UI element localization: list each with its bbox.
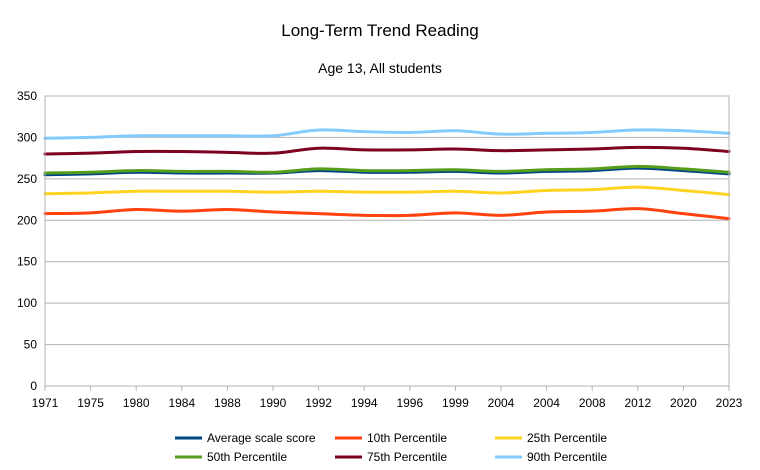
legend-label: 50th Percentile bbox=[207, 450, 287, 464]
x-tick-label: 2004 bbox=[488, 396, 515, 410]
legend-label: 10th Percentile bbox=[367, 431, 447, 445]
plot-area-border bbox=[44, 95, 730, 387]
series-line-25th-percentile bbox=[43, 185, 731, 197]
y-tick-label: 200 bbox=[17, 213, 37, 227]
x-tick-label: 1980 bbox=[123, 396, 150, 410]
x-tick-label: 1999 bbox=[442, 396, 469, 410]
series-lines bbox=[43, 128, 731, 221]
x-tick-label: 2004 bbox=[533, 396, 560, 410]
y-tick-label: 100 bbox=[17, 296, 37, 310]
x-tick-label: 1988 bbox=[214, 396, 241, 410]
x-tick-label: 1984 bbox=[168, 396, 195, 410]
series-line-10th-percentile bbox=[43, 207, 731, 221]
series-line-75th-percentile bbox=[43, 145, 731, 156]
x-tick-label: 1996 bbox=[396, 396, 423, 410]
y-tick-label: 300 bbox=[17, 130, 37, 144]
axes bbox=[44, 95, 730, 387]
x-tick-label: 1971 bbox=[32, 396, 59, 410]
legend-item: Average scale score bbox=[175, 431, 316, 445]
series-line-average-scale-score bbox=[43, 166, 731, 177]
x-axis-ticks: 1971 1975 1980 1984 1988 1990 1992 1994 1996 1999… bbox=[32, 386, 743, 410]
legend-item: 10th Percentile bbox=[335, 431, 447, 445]
legend-label: Average scale score bbox=[207, 431, 316, 445]
y-tick-label: 50 bbox=[24, 338, 38, 352]
series-line-90th-percentile bbox=[43, 128, 731, 140]
legend: Average scale score 10th Percentile 25th P… bbox=[175, 431, 607, 464]
legend-item: 25th Percentile bbox=[495, 431, 607, 445]
y-tick-label: 150 bbox=[17, 255, 37, 269]
chart-title: Long-Term Trend Reading bbox=[281, 21, 479, 40]
series-line-50th-percentile bbox=[43, 164, 731, 175]
legend-item: 90th Percentile bbox=[495, 450, 607, 464]
gridlines bbox=[45, 95, 729, 387]
x-tick-label: 2020 bbox=[670, 396, 697, 410]
y-tick-label: 0 bbox=[30, 379, 37, 393]
y-tick-label: 250 bbox=[17, 172, 37, 186]
x-tick-label: 2023 bbox=[716, 396, 743, 410]
x-tick-label: 1990 bbox=[260, 396, 287, 410]
x-tick-label: 1992 bbox=[305, 396, 332, 410]
legend-label: 90th Percentile bbox=[527, 450, 607, 464]
chart-subtitle: Age 13, All students bbox=[318, 60, 442, 76]
legend-item: 75th Percentile bbox=[335, 450, 447, 464]
y-axis-ticks: 0 50 100 150 200 250 300 350 bbox=[17, 89, 37, 393]
y-tick-label: 350 bbox=[17, 89, 37, 103]
legend-label: 75th Percentile bbox=[367, 450, 447, 464]
x-tick-label: 2008 bbox=[579, 396, 606, 410]
x-tick-label: 1975 bbox=[77, 396, 104, 410]
x-tick-label: 2012 bbox=[624, 396, 651, 410]
x-tick-label: 1994 bbox=[351, 396, 378, 410]
legend-item: 50th Percentile bbox=[175, 450, 287, 464]
legend-label: 25th Percentile bbox=[527, 431, 607, 445]
